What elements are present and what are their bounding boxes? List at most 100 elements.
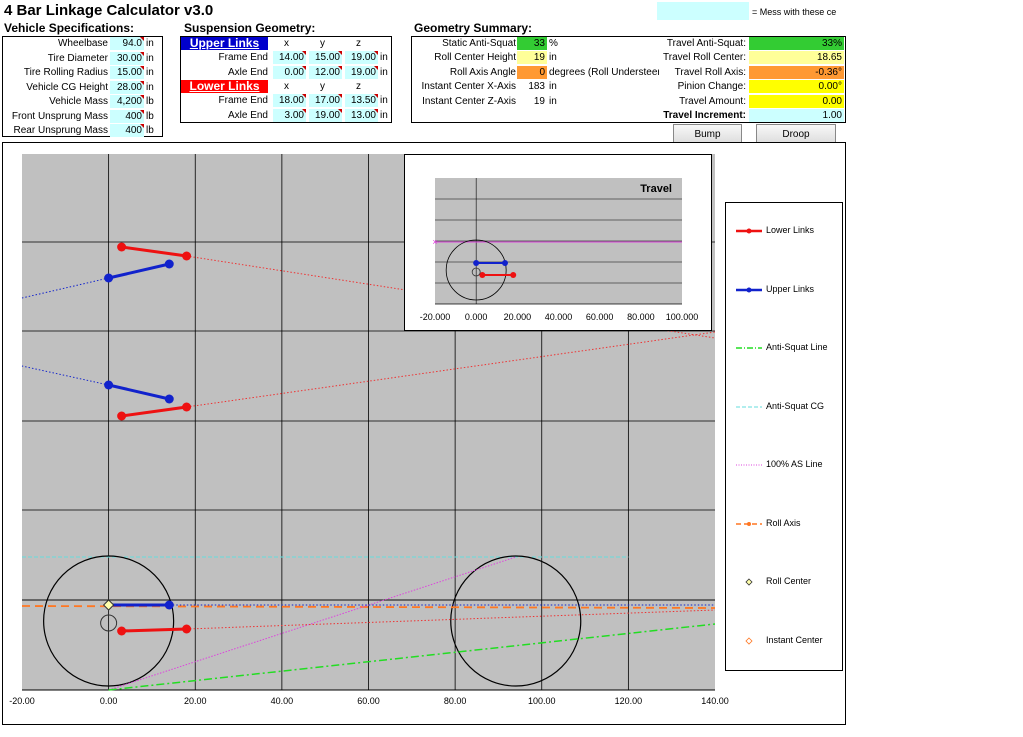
travel-anti-squat-value: 33% — [749, 37, 844, 50]
lower-link-top-view — [121, 405, 187, 418]
upper-link-x-input[interactable]: 0.00 — [273, 65, 306, 79]
travel-inset-chart[interactable]: Travel -20.000 0.000 20.000 40.000 60.000 80.… — [404, 154, 712, 331]
x-tick-label: 0.00 — [100, 696, 118, 706]
rear-tire — [43, 555, 175, 687]
magenta-dotted-line-icon — [736, 464, 762, 466]
travel-increment-value[interactable]: 1.00 — [749, 109, 844, 122]
inset-x-tick-label: 0.000 — [465, 312, 488, 322]
vehicle-spec-value[interactable]: 94.0 — [110, 37, 144, 50]
orange-dashed-line-icon — [736, 521, 762, 526]
travel-roll-axis-value: -0.36° — [749, 66, 844, 79]
upper-link-top-view — [108, 262, 170, 280]
travel-roll-center-label: Travel Roll Center: — [663, 52, 746, 63]
roll-axis-angle-label: Roll Axis Angle — [449, 67, 516, 78]
lower-link-x-input[interactable]: 3.00 — [273, 108, 306, 122]
front-tire — [450, 555, 582, 687]
legend-entry: Roll Axis — [736, 518, 801, 530]
geometry-summary-panel — [411, 36, 846, 123]
upper-link-y-input[interactable]: 15.00 — [309, 51, 342, 64]
chart-legend: Lower Links Upper Links Anti-Squat Line Ant… — [725, 202, 843, 671]
lower-link-y-input[interactable]: 17.00 — [309, 94, 342, 107]
legend-label: Lower Links — [766, 225, 815, 236]
inset-x-tick-label: 80.000 — [627, 312, 655, 322]
instant-center-z-label: Instant Center Z-Axis — [422, 96, 516, 107]
col-x-upper: x — [284, 38, 289, 49]
app-title: 4 Bar Linkage Calculator v3.0 — [4, 2, 214, 19]
lower-link-extension — [186, 609, 716, 630]
vehicle-spec-unit: in — [146, 52, 154, 64]
vehicle-spec-unit: lb — [146, 110, 154, 122]
col-z-upper: z — [356, 38, 361, 49]
upper-link-row-label: Axle End — [227, 66, 268, 78]
legend-label: 100% AS Line — [766, 459, 823, 470]
axle-center — [100, 614, 118, 632]
inset-lower-joint — [510, 272, 517, 278]
vehicle-spec-value[interactable]: 15.00 — [110, 66, 144, 79]
legend-entry: Upper Links — [736, 284, 814, 296]
vehicle-spec-unit: in — [146, 81, 154, 93]
legend-entry: Instant Center — [736, 635, 823, 647]
upper-link-x-input[interactable]: 14.00 — [273, 51, 306, 64]
instant-center-z-unit: in — [549, 96, 557, 107]
lower-link-extension — [186, 331, 716, 408]
vehicle-spec-value[interactable]: 30.00 — [110, 51, 144, 65]
vehicle-spec-label: Rear Unsprung Mass — [13, 125, 108, 136]
blue-line-marker-icon — [736, 287, 762, 292]
legend-label: Upper Links — [766, 283, 815, 294]
upper-link-z-input[interactable]: 19.00 — [345, 51, 378, 64]
upper-link-unit: in — [380, 66, 388, 78]
upper-link-joint — [164, 600, 174, 610]
vehicle-spec-value[interactable]: 28.00 — [110, 80, 144, 94]
lower-link-joint — [182, 251, 192, 261]
lower-link-y-input[interactable]: 19.00 — [309, 108, 342, 122]
col-z-lower: z — [356, 81, 361, 92]
roll-axis-angle-value[interactable]: 0 — [517, 66, 547, 79]
upper-link-unit: in — [380, 52, 388, 63]
static-anti-squat-value[interactable]: 33 — [517, 37, 547, 50]
upper-link-extension — [21, 277, 109, 299]
inset-title: Travel — [640, 183, 672, 195]
vehicle-spec-label: Vehicle Mass — [49, 96, 108, 107]
legend-entry: Roll Center — [736, 576, 811, 588]
legend-label: Anti-Squat CG — [766, 400, 825, 411]
vehicle-spec-value[interactable]: 400 — [110, 109, 144, 123]
lower-link-z-input[interactable]: 13.50 — [345, 94, 378, 107]
inset-tire — [445, 239, 507, 301]
vehicle-spec-label: Front Unsprung Mass — [11, 110, 108, 122]
editable-color-swatch — [657, 2, 749, 20]
roll-axis-line — [21, 605, 716, 609]
upper-link-joint — [164, 394, 174, 404]
lower-link-unit: in — [380, 95, 388, 106]
upper-link-y-input[interactable]: 12.00 — [309, 65, 342, 79]
upper-link-extension — [21, 365, 109, 386]
travel-roll-axis-label: Travel Roll Axis: — [674, 67, 746, 78]
upper-link-joint — [104, 273, 114, 283]
vehicle-spec-label: Wheelbase — [57, 38, 108, 49]
lower-link-row-label: Frame End — [218, 95, 268, 106]
legend-label: Instant Center — [766, 634, 823, 645]
roll-center-height-label: Roll Center Height — [434, 52, 516, 63]
col-y-upper: y — [320, 38, 325, 49]
upper-link-z-input[interactable]: 19.00 — [345, 65, 378, 79]
upper-link-joint — [104, 380, 114, 390]
inset-lower-joint — [479, 272, 486, 278]
x-tick-label: 40.00 — [271, 696, 294, 706]
lower-link-side-view — [121, 627, 187, 633]
inset-x-tick-label: 60.000 — [586, 312, 614, 322]
lower-links-header: Lower Links — [181, 80, 268, 93]
vehicle-spec-label: Vehicle CG Height — [26, 81, 108, 93]
inset-axle-center — [471, 267, 481, 277]
vehicle-spec-value[interactable]: 400 — [110, 124, 144, 137]
x-tick-label: 100.00 — [528, 696, 556, 706]
roll-center-height-value[interactable]: 19 — [517, 51, 547, 64]
static-anti-squat-unit: % — [549, 38, 558, 49]
lower-link-z-input[interactable]: 13.00 — [345, 108, 378, 122]
instant-center-x-value: 183 — [528, 81, 545, 92]
travel-anti-squat-label: Travel Anti-Squat: — [666, 38, 746, 49]
legend-entry: 100% AS Line — [736, 459, 823, 471]
inset-x-tick-label: 20.000 — [504, 312, 532, 322]
lower-link-x-input[interactable]: 18.00 — [273, 94, 306, 107]
travel-roll-center-value: 18.65 — [749, 51, 844, 64]
vehicle-spec-value[interactable]: 4,200 — [110, 95, 144, 108]
lower-link-unit: in — [380, 109, 388, 121]
